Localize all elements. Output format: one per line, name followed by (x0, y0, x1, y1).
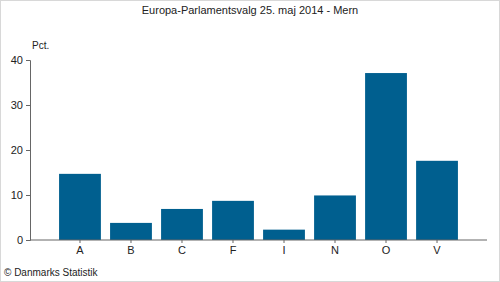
x-tick-mark (437, 240, 438, 243)
y-tick-mark (26, 105, 30, 106)
x-tick-mark (79, 240, 80, 243)
x-tick: C (178, 240, 186, 256)
x-tick: B (127, 240, 134, 256)
y-tick-mark (26, 195, 30, 196)
y-tick: 30 (11, 99, 30, 111)
x-axis-line (30, 240, 487, 241)
y-tick-mark (26, 240, 30, 241)
x-tick-mark (181, 240, 182, 243)
bars (59, 73, 458, 240)
y-tick: 10 (11, 189, 30, 201)
x-tick-mark (232, 240, 233, 243)
y-tick: 20 (11, 144, 30, 156)
y-tick-label: 10 (11, 189, 23, 201)
x-tick-label: V (433, 244, 441, 256)
y-tick: 40 (11, 54, 30, 66)
annotation: © Danmarks Statistik (4, 267, 99, 278)
x-tick-label: A (76, 244, 84, 256)
x-tick: N (331, 240, 339, 256)
title: Europa-Parlamentsvalg 25. maj 2014 - Mer… (142, 4, 358, 16)
x-tick-mark (284, 240, 285, 243)
background (1, 1, 500, 282)
x-tick: F (230, 240, 237, 256)
y-tick-label: 0 (17, 234, 23, 246)
x-tick: V (433, 240, 441, 256)
y-axis: 0 10 20 30 40 (11, 54, 31, 246)
x-tick-mark (130, 240, 131, 243)
x-axis: ABCFINOV (30, 240, 487, 256)
x-tick: I (282, 240, 285, 256)
x-tick-label: F (230, 244, 237, 256)
bar (110, 223, 152, 240)
bar (212, 201, 254, 240)
x-tick-label: N (331, 244, 339, 256)
x-tick-label: B (127, 244, 134, 256)
y-axis-line (26, 61, 31, 241)
bar (416, 161, 458, 240)
y-tick-mark (26, 60, 30, 61)
y-tick: 0 (17, 234, 30, 246)
x-tick-mark (386, 240, 387, 243)
x-tick-mark (335, 240, 336, 243)
x-tick: A (76, 240, 84, 256)
bar (263, 230, 305, 240)
x-tick-label: I (282, 244, 285, 256)
chart: 0 10 20 30 40 A B C F I N O V Europa-Parlamentsvalg 2… (0, 0, 500, 282)
bar (161, 209, 203, 240)
bar (314, 195, 356, 240)
y-tick-label: 30 (11, 99, 23, 111)
bar (59, 174, 101, 240)
bar (365, 73, 407, 240)
x-tick: O (382, 240, 391, 256)
y-tick-mark (26, 150, 30, 151)
y-tick-label: 40 (11, 54, 23, 66)
x-tick-label: O (382, 244, 391, 256)
y-tick-label: 20 (11, 144, 23, 156)
x-tick-label: C (178, 244, 186, 256)
y-axis-title: Pct. (32, 40, 49, 51)
